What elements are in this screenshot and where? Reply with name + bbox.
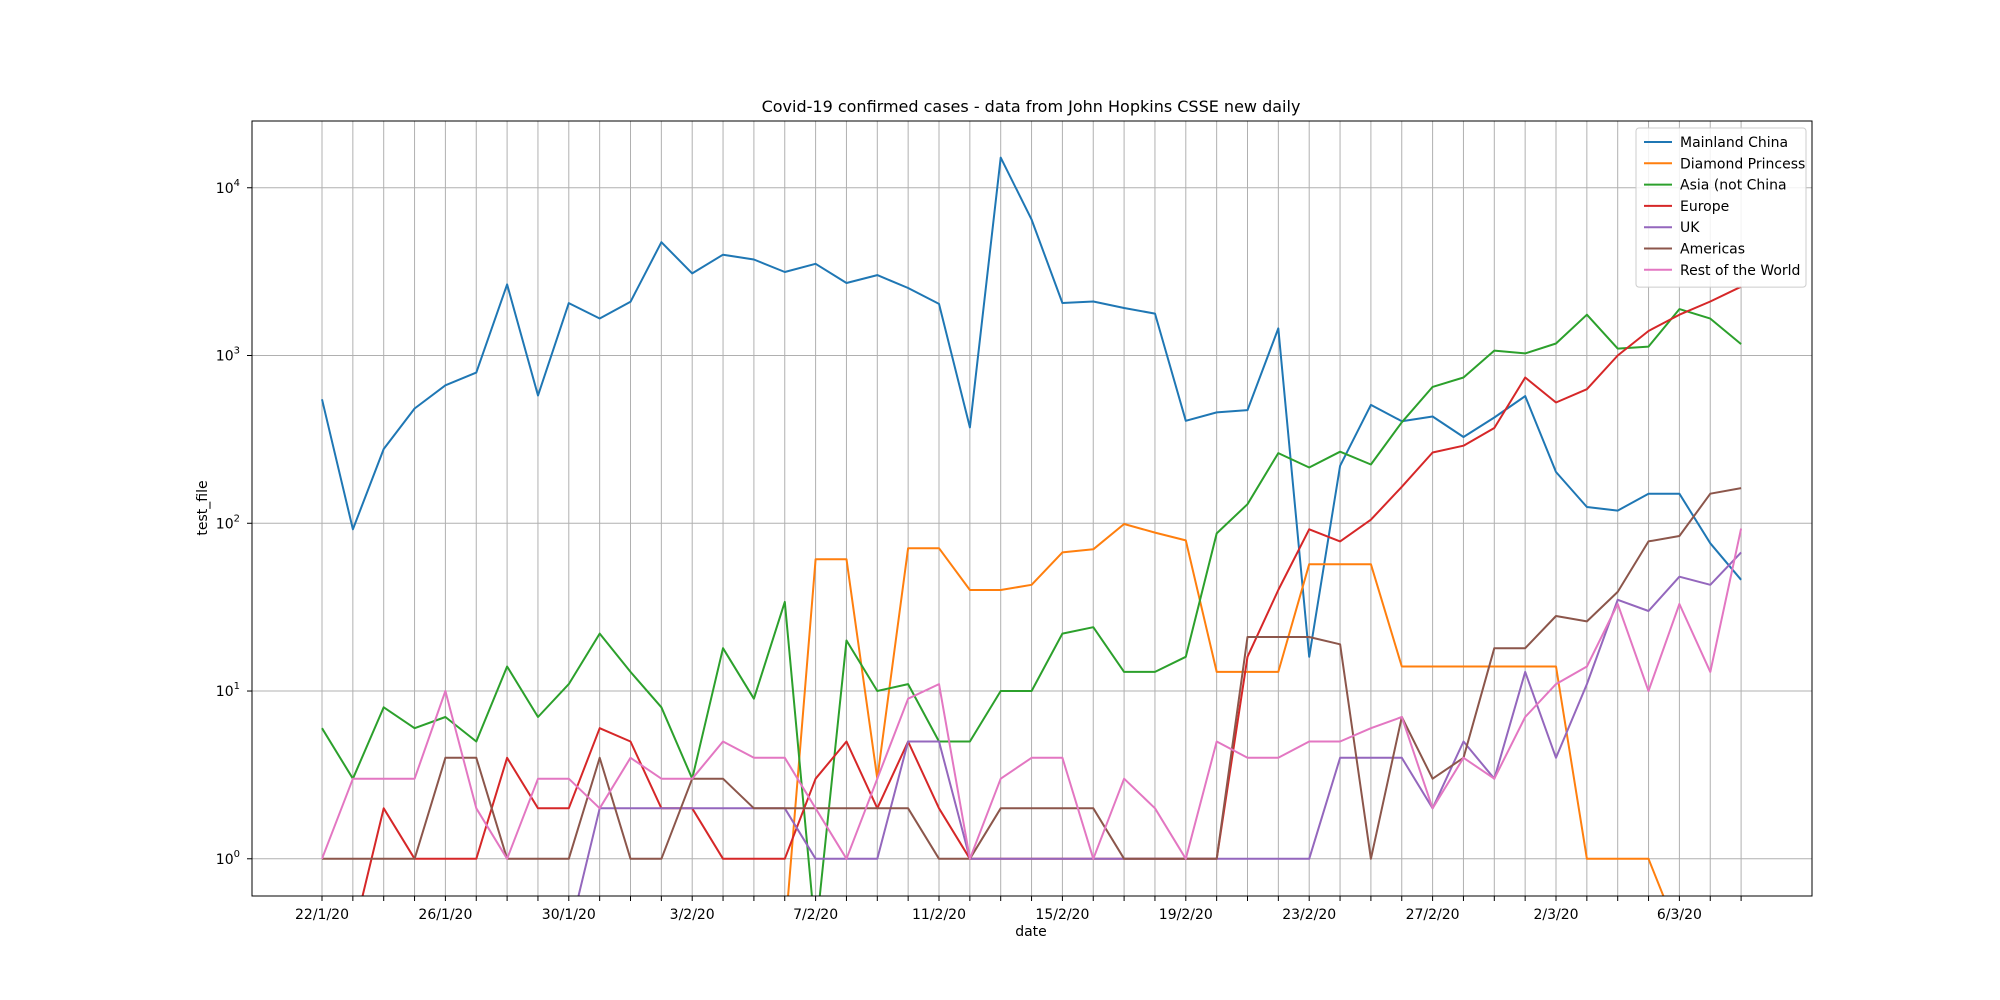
series-line-1 — [787, 523, 1665, 896]
legend-label: Americas — [1680, 242, 1745, 258]
legend-label: Rest of the World — [1680, 263, 1800, 279]
x-tick-label: 30/1/20 — [542, 907, 596, 923]
x-tick-label: 15/2/20 — [1035, 907, 1089, 923]
x-tick-label: 27/2/20 — [1406, 907, 1460, 923]
y-tick-label: 100 — [216, 849, 240, 868]
y-tick-label: 101 — [216, 681, 240, 700]
x-tick-label: 3/2/20 — [670, 907, 715, 923]
x-tick-label: 7/2/20 — [793, 907, 838, 923]
x-axis: 22/1/20 26/1/20 30/1/20 3/2/20 7/2/20 11/2/20… — [295, 896, 1742, 923]
legend[interactable]: Mainland China Diamond Princess Asia (not … — [1635, 127, 1807, 288]
legend-label: UK — [1680, 220, 1700, 236]
y-tick-label: 103 — [216, 346, 240, 365]
x-tick-label: 6/3/20 — [1657, 907, 1702, 923]
x-tick-label: 11/2/20 — [912, 907, 966, 923]
legend-box — [1635, 127, 1807, 288]
series-line-2 — [321, 308, 1742, 896]
x-tick-label: 26/1/20 — [418, 907, 472, 923]
grid — [252, 121, 1812, 896]
series-line-6 — [321, 528, 1743, 860]
plot-area — [321, 156, 1743, 896]
legend-label: Mainland China — [1680, 135, 1788, 151]
x-tick-label: 19/2/20 — [1159, 907, 1213, 923]
y-axis-label: test_file — [195, 480, 211, 535]
y-axis: 100 101 102 103 104 — [216, 178, 252, 868]
series-line-3 — [361, 285, 1742, 896]
x-tick-label: 22/1/20 — [295, 907, 349, 923]
x-axis-label: date — [1015, 924, 1047, 940]
y-tick-label: 104 — [216, 178, 240, 197]
chart-title: Covid-19 confirmed cases - data from Joh… — [762, 97, 1301, 116]
legend-label: Europe — [1680, 199, 1729, 215]
x-tick-label: 23/2/20 — [1282, 907, 1336, 923]
series-line-5 — [322, 487, 1742, 860]
x-tick-label: 2/3/20 — [1533, 907, 1578, 923]
y-tick-label: 102 — [216, 513, 240, 532]
legend-label: Diamond Princess — [1680, 156, 1805, 172]
legend-label: Asia (not China — [1680, 178, 1787, 194]
